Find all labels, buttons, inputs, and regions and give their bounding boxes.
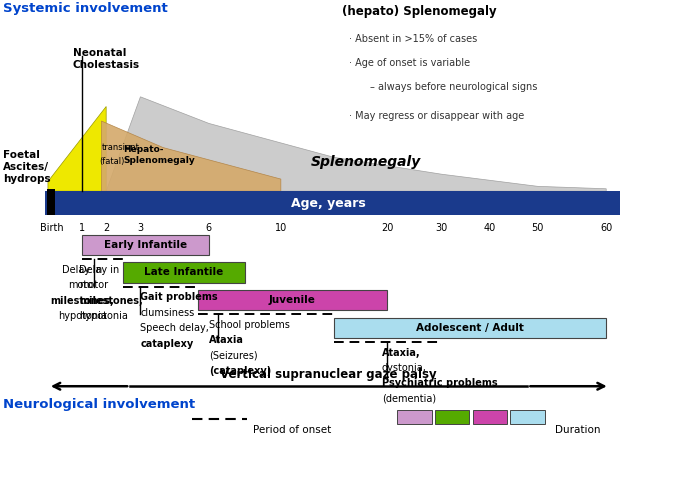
FancyBboxPatch shape: [473, 410, 507, 424]
Text: hypotonia: hypotonia: [58, 311, 107, 321]
Text: Systemic involvement: Systemic involvement: [3, 2, 169, 15]
Text: Gait problems: Gait problems: [140, 292, 218, 302]
FancyBboxPatch shape: [397, 410, 432, 424]
Text: hypotonia: hypotonia: [79, 311, 127, 321]
Text: Duration: Duration: [555, 425, 600, 435]
Text: transient: transient: [101, 143, 139, 152]
Text: · May regress or disappear with age: · May regress or disappear with age: [349, 111, 525, 121]
Text: (Seizures): (Seizures): [209, 351, 258, 361]
Text: dystonia,: dystonia,: [382, 363, 427, 373]
FancyBboxPatch shape: [435, 410, 469, 424]
Text: motor: motor: [79, 280, 108, 290]
Text: Period of onset: Period of onset: [253, 425, 332, 435]
Text: 2: 2: [103, 223, 110, 233]
Text: Adolescent / Adult: Adolescent / Adult: [416, 323, 524, 333]
Text: 40: 40: [484, 223, 496, 233]
Text: Early Infantile: Early Infantile: [104, 240, 187, 250]
Text: 3: 3: [138, 223, 143, 233]
Bar: [45, 191, 620, 215]
Text: Neurological involvement: Neurological involvement: [3, 398, 195, 411]
Text: 1: 1: [79, 223, 85, 233]
Text: Ataxia,: Ataxia,: [382, 348, 421, 358]
Text: Delay in: Delay in: [79, 265, 119, 275]
FancyBboxPatch shape: [123, 262, 245, 283]
Text: 6: 6: [206, 223, 212, 233]
Text: Ataxia: Ataxia: [209, 335, 244, 346]
Text: cataplexy: cataplexy: [140, 339, 194, 349]
FancyBboxPatch shape: [510, 410, 545, 424]
Text: Delay in: Delay in: [62, 265, 102, 275]
Text: Late Infantile: Late Infantile: [145, 268, 224, 277]
Text: motor: motor: [68, 280, 97, 290]
FancyBboxPatch shape: [197, 290, 387, 310]
Text: Foetal
Ascites/
hydrops: Foetal Ascites/ hydrops: [3, 151, 51, 183]
Text: Birth: Birth: [40, 223, 63, 233]
Text: (cataplexy): (cataplexy): [209, 366, 271, 377]
Text: (hepato) Splenomegaly: (hepato) Splenomegaly: [342, 5, 497, 18]
Polygon shape: [101, 121, 281, 191]
Text: Psychiatric problems: Psychiatric problems: [382, 378, 497, 389]
Bar: [47, 189, 55, 215]
Polygon shape: [48, 106, 106, 191]
Text: · Absent in >15% of cases: · Absent in >15% of cases: [349, 34, 477, 44]
Text: School problems: School problems: [209, 320, 290, 330]
Text: Neonatal
Cholestasis: Neonatal Cholestasis: [73, 48, 140, 70]
Text: 50: 50: [532, 223, 544, 233]
Text: 30: 30: [436, 223, 448, 233]
Text: 60: 60: [600, 223, 612, 233]
FancyBboxPatch shape: [334, 318, 606, 338]
Text: clumsiness: clumsiness: [140, 308, 195, 318]
Text: Juvenile: Juvenile: [269, 295, 316, 305]
Text: (fatal): (fatal): [99, 157, 125, 166]
Text: milestones,: milestones,: [79, 296, 142, 306]
Text: milestones,: milestones,: [50, 296, 114, 306]
Text: Hepato-
Splenomegaly: Hepato- Splenomegaly: [123, 145, 195, 165]
Text: (dementia): (dementia): [382, 394, 436, 404]
Text: 20: 20: [381, 223, 393, 233]
Polygon shape: [106, 97, 606, 191]
Text: · Age of onset is variable: · Age of onset is variable: [349, 58, 471, 68]
Text: Splenomegaly: Splenomegaly: [311, 155, 421, 169]
Text: Age, years: Age, years: [291, 197, 366, 210]
Text: Vertical supranuclear gaze palsy: Vertical supranuclear gaze palsy: [221, 368, 437, 381]
Text: – always before neurological signs: – always before neurological signs: [370, 82, 537, 92]
FancyBboxPatch shape: [82, 235, 209, 255]
Text: 10: 10: [275, 223, 287, 233]
Text: Speech delay,: Speech delay,: [140, 323, 210, 333]
